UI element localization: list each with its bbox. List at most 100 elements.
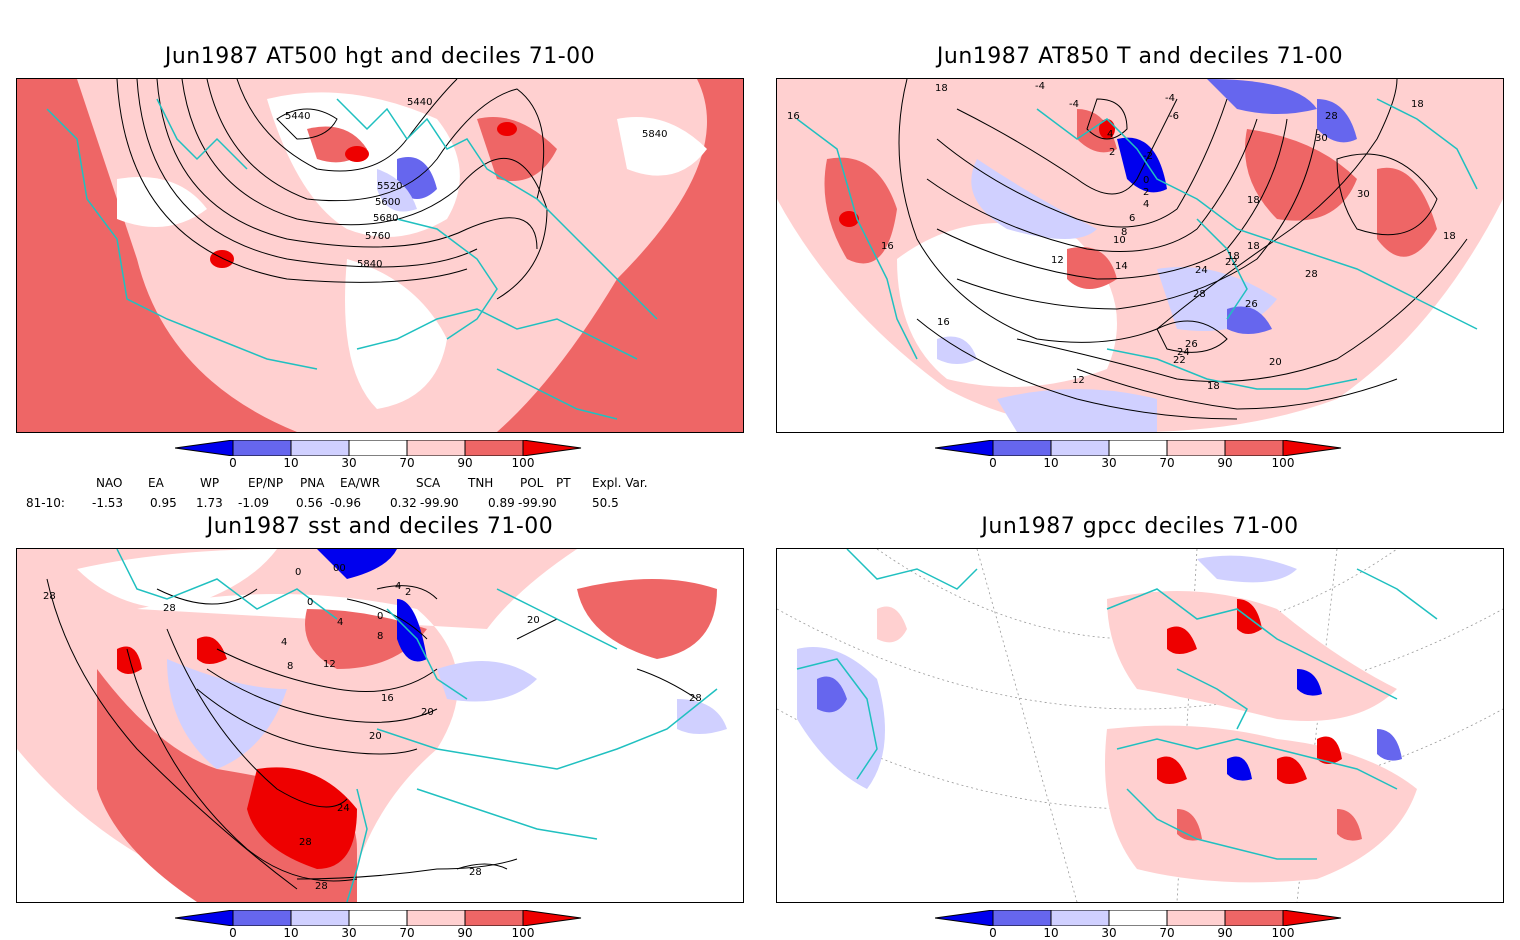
map-panel-at500-hgt: 5440 5440 5520 5600 5680 5760 5840 5840 [16, 78, 744, 433]
contour-label: 28 [43, 591, 56, 602]
contour-label: 5600 [375, 197, 400, 208]
contour-label: 5760 [365, 231, 390, 242]
contour-label: 24 [1177, 347, 1190, 358]
map-at500-svg: 5440 5440 5520 5600 5680 5760 5840 5840 [17, 79, 743, 432]
colorbar-label: 100 [511, 926, 535, 940]
index-value: 1.73 [196, 496, 223, 510]
colorbar-label: 30 [341, 456, 357, 470]
contour-label: 28 [163, 603, 176, 614]
index-value: 0.56 [296, 496, 323, 510]
colorbar-label: 30 [341, 926, 357, 940]
contour-label: 4 [1107, 129, 1113, 140]
contour-label: 4 [1143, 199, 1149, 210]
colorbar-swatches [934, 439, 1342, 457]
contour-label: -4 [1165, 93, 1175, 104]
colorbar-label: 30 [1101, 456, 1117, 470]
contour-label: 24 [337, 803, 350, 814]
index-value: -1.53 [92, 496, 124, 510]
contour-label: 18 [1207, 381, 1220, 392]
contour-label: 28 [469, 867, 482, 878]
contour-label: 16 [787, 111, 800, 122]
contour-label: 5840 [357, 259, 382, 270]
contour-label: 18 [1227, 251, 1240, 262]
contour-label: 20 [421, 707, 434, 718]
contour-label: 12 [1072, 375, 1085, 386]
contour-label: 22 [1173, 355, 1186, 366]
contour-label: 30 [1315, 133, 1328, 144]
contour-label: 5520 [377, 181, 402, 192]
contour-label: 28 [689, 693, 702, 704]
map-gpcc-svg [777, 549, 1503, 902]
colorbar-label: 100 [1271, 926, 1295, 940]
colorbar-label: 70 [399, 926, 415, 940]
index-row-label: 81-10: [26, 496, 65, 510]
map-panel-sst: 28 28 0 00 4 2 0 0 4 4 8 8 12 16 20 20 2… [16, 548, 744, 903]
index-header: WP [200, 476, 220, 490]
contour-label: 20 [1269, 357, 1282, 368]
index-header: EP/NP [248, 476, 284, 490]
colorbar-bottom-right: 0 10 30 70 90 100 [934, 909, 1355, 940]
contour-label: 0 [377, 611, 383, 622]
colorbar-label: 10 [283, 456, 299, 470]
index-value: -99.90 [420, 496, 459, 510]
index-header: PT [556, 476, 571, 490]
index-header: EA [148, 476, 164, 490]
index-value: 50.5 [592, 496, 619, 510]
contour-label: 5840 [642, 129, 667, 140]
map-panel-at850-t: 18 16 -4 -4 -4 -6 4 2 -2 0 2 4 6 8 10 12… [776, 78, 1504, 433]
colorbar-swatch [174, 439, 234, 457]
index-value: 0.32 [390, 496, 417, 510]
contour-label: -2 [1143, 151, 1153, 162]
colorbar-label: 70 [1159, 926, 1175, 940]
contour-label: -4 [1069, 99, 1079, 110]
contour-label: 18 [935, 83, 948, 94]
contour-label: 18 [1443, 231, 1456, 242]
contour-label: 26 [1245, 299, 1258, 310]
colorbar-label: 90 [1217, 926, 1233, 940]
teleconnection-indices: NAO EA WP EP/NP PNA EA/WR SCA TNH POL PT… [20, 476, 680, 516]
panel1-title: Jun1987 AT500 hgt and deciles 71-00 [164, 44, 596, 69]
contour-label: 18 [1247, 195, 1260, 206]
colorbar-swatch [232, 439, 292, 457]
colorbar-top-right: 0 10 30 70 90 100 [934, 439, 1355, 472]
contour-label: 18 [1247, 241, 1260, 252]
colorbar-label: 70 [1159, 456, 1175, 470]
contour-label: 00 [333, 563, 346, 574]
contour-label: 20 [527, 615, 540, 626]
contour-label: 8 [377, 631, 383, 642]
contour-label: 6 [1129, 213, 1135, 224]
colorbar-label: 90 [457, 456, 473, 470]
colorbar-label: 0 [229, 926, 237, 940]
contour-label: 4 [395, 581, 401, 592]
index-header: TNH [468, 476, 494, 490]
indices-value-row: 81-10: -1.53 0.95 1.73 -1.09 0.56 -0.96 … [20, 496, 680, 516]
index-header: SCA [416, 476, 441, 490]
colorbar-swatch [290, 439, 350, 457]
contour-label: 2 [1109, 147, 1115, 158]
index-header: Expl. Var. [592, 476, 648, 490]
contour-label: 14 [1115, 261, 1128, 272]
contour-label: 5440 [285, 111, 310, 122]
index-value: -0.96 [330, 496, 362, 510]
map-panel-gpcc [776, 548, 1504, 903]
contour-label: 4 [281, 637, 287, 648]
contour-label: -4 [1035, 81, 1045, 92]
index-header: EA/WR [340, 476, 381, 490]
colorbar-label: 70 [399, 456, 415, 470]
contour-label: 0 [1143, 175, 1149, 186]
colorbar-label: 0 [989, 926, 997, 940]
contour-label: -6 [1169, 111, 1179, 122]
contour-label: 12 [323, 659, 336, 670]
contour-label: 5440 [407, 97, 432, 108]
colorbar-swatch [522, 439, 582, 457]
colorbar-label: 90 [457, 926, 473, 940]
contour-label: 2 [1143, 187, 1149, 198]
contour-label: 0 [307, 597, 313, 608]
contour-label: 28 [1325, 111, 1338, 122]
contour-label: 16 [881, 241, 894, 252]
contour-label: 8 [1121, 227, 1127, 238]
colorbar-label: 10 [1043, 456, 1059, 470]
contour-label: 5680 [373, 213, 398, 224]
index-value: 0.95 [150, 496, 177, 510]
contour-label: 12 [1051, 255, 1064, 266]
